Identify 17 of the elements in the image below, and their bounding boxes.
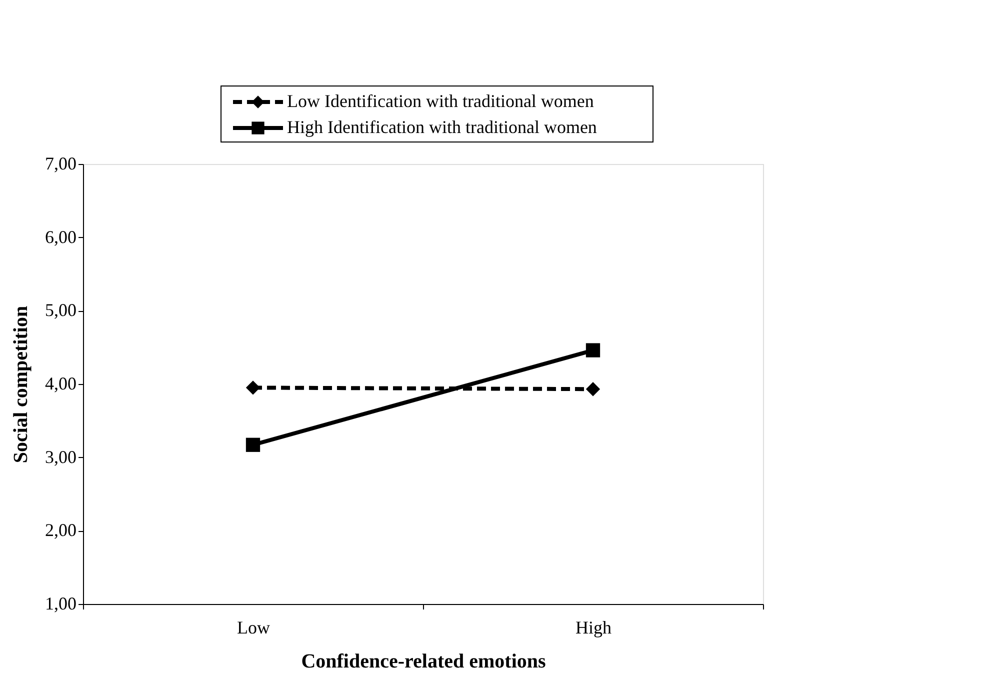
y-tick-label: 5,00 — [45, 300, 76, 320]
point — [246, 438, 260, 452]
x-tick-label: Low — [237, 618, 270, 638]
y-tick-label: 3,00 — [45, 446, 76, 467]
y-tick-label: 2,00 — [45, 520, 76, 540]
y-axis-title: Social competition — [10, 306, 32, 464]
y-tick-label: 6,00 — [45, 226, 76, 247]
point — [586, 382, 600, 396]
x-tick-label: High — [576, 618, 612, 638]
y-tick-label: 7,00 — [45, 154, 76, 174]
y-tick-label: 1,00 — [45, 594, 76, 614]
point — [586, 343, 600, 358]
legend-label: Low Identification with traditional women — [287, 91, 594, 111]
y-tick-label: 4,00 — [45, 374, 76, 394]
point — [246, 380, 260, 395]
x-axis-title: Confidence-related emotions — [301, 650, 546, 672]
legend-label: High Identification with traditional women — [287, 117, 597, 137]
